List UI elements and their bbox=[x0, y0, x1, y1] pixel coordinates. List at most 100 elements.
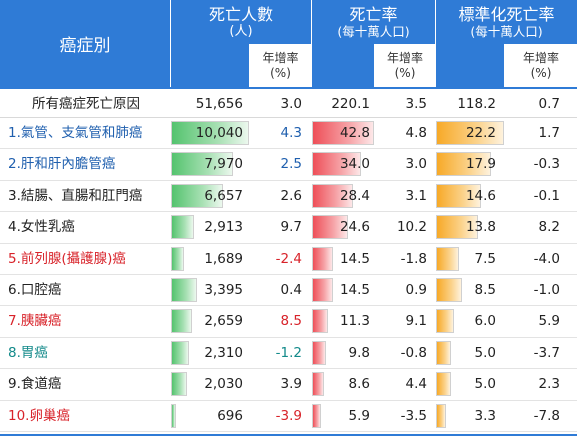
row-label: 2.肝和肝內膽管癌 bbox=[8, 156, 116, 173]
row-divider bbox=[0, 431, 577, 432]
row-divider bbox=[0, 336, 577, 338]
header-deaths-growth-unit: (%) bbox=[270, 65, 291, 80]
row-rate: 34.0 bbox=[339, 156, 370, 173]
row-std: 17.9 bbox=[465, 156, 496, 173]
row-deaths: 3,395 bbox=[204, 282, 243, 298]
header-std-growth-unit: (%) bbox=[530, 65, 552, 80]
row-label: 7.胰臟癌 bbox=[8, 313, 62, 330]
row-rate: 11.3 bbox=[339, 313, 370, 330]
row-rate-growth: -3.5 bbox=[400, 407, 427, 424]
rate-bar bbox=[312, 183, 354, 208]
deaths-bar bbox=[171, 246, 185, 271]
row-rate: 14.5 bbox=[339, 282, 370, 298]
header-deaths-label: 死亡人數 bbox=[208, 4, 273, 24]
row-std: 6.0 bbox=[474, 313, 496, 330]
header-rate: 死亡率 (每十萬人口) bbox=[312, 0, 435, 44]
header-rate-growth-label: 年增率 bbox=[386, 50, 423, 65]
header-category-label: 癌症別 bbox=[59, 36, 111, 56]
row-deaths: 2,310 bbox=[204, 344, 243, 361]
row-rate: 9.8 bbox=[348, 344, 370, 361]
row-deaths-growth: 3.9 bbox=[280, 376, 302, 393]
row-divider bbox=[0, 211, 577, 213]
total-row: 所有癌症死亡原因 51,656 3.0 220.1 3.5 118.2 0.7 bbox=[0, 89, 577, 119]
row-std-growth: -1.0 bbox=[533, 282, 560, 298]
std-rate-bar bbox=[436, 183, 481, 208]
rate-bar bbox=[312, 340, 327, 365]
std-rate-bar bbox=[436, 246, 459, 271]
row-std: 5.0 bbox=[474, 344, 496, 361]
header-category: 癌症別 bbox=[0, 0, 170, 87]
header-deaths-unit: (人) bbox=[229, 23, 253, 39]
rate-bar bbox=[312, 403, 321, 428]
row-std-growth: 5.9 bbox=[538, 313, 560, 330]
std-rate-bar bbox=[436, 340, 452, 365]
rate-bar bbox=[312, 278, 333, 302]
row-deaths: 10,040 bbox=[195, 125, 243, 141]
header-deaths-growth: 年增率 (%) bbox=[250, 44, 311, 87]
total-std: 118.2 bbox=[457, 96, 496, 112]
table-row: 2.肝和肝內膽管癌 7,970 2.5 34.0 3.0 17.9 -0.3 bbox=[0, 149, 577, 179]
table-row: 6.口腔癌 3,395 0.4 14.5 0.9 8.5 -1.0 bbox=[0, 275, 577, 305]
row-rate-growth: 3.0 bbox=[405, 156, 427, 173]
rate-bar bbox=[312, 372, 325, 397]
deaths-bar bbox=[171, 152, 233, 177]
rate-bar bbox=[312, 215, 348, 240]
row-divider bbox=[0, 274, 577, 275]
table-row: 9.食道癌 2,030 3.9 8.6 4.4 5.0 2.3 bbox=[0, 369, 577, 399]
row-rate-growth: 0.9 bbox=[405, 282, 427, 298]
total-std-growth: 0.7 bbox=[538, 96, 560, 112]
row-std-growth: -7.8 bbox=[533, 407, 560, 424]
deaths-bar bbox=[171, 121, 249, 145]
row-deaths: 7,970 bbox=[204, 156, 243, 173]
row-rate: 24.6 bbox=[339, 219, 370, 236]
header-rate-growth-unit: (%) bbox=[394, 65, 416, 80]
table-row: 7.胰臟癌 2,659 8.5 11.3 9.1 6.0 5.9 bbox=[0, 306, 577, 336]
header-std-growth: 年增率 (%) bbox=[505, 44, 577, 87]
rate-bar bbox=[312, 121, 374, 145]
table-row: 10.卵巢癌 696 -3.9 5.9 -3.5 3.3 -7.8 bbox=[0, 401, 577, 431]
row-rate-growth: 4.4 bbox=[405, 376, 427, 393]
deaths-bar bbox=[171, 372, 187, 397]
row-std: 14.6 bbox=[465, 187, 496, 204]
row-std: 22.2 bbox=[465, 125, 496, 141]
table-row: 8.胃癌 2,310 -1.2 9.8 -0.8 5.0 -3.7 bbox=[0, 338, 577, 368]
table-row: 5.前列腺(攝護腺)癌 1,689 -2.4 14.5 -1.8 7.5 -4.0 bbox=[0, 244, 577, 274]
row-label: 8.胃癌 bbox=[8, 344, 48, 361]
row-deaths-growth: 0.4 bbox=[280, 282, 302, 298]
row-std: 8.5 bbox=[474, 282, 496, 298]
row-divider bbox=[0, 368, 577, 370]
std-rate-bar bbox=[436, 152, 491, 177]
row-std-growth: 2.3 bbox=[538, 376, 560, 393]
row-deaths: 1,689 bbox=[204, 250, 243, 267]
header-rate-growth: 年增率 (%) bbox=[375, 44, 435, 87]
row-std: 13.8 bbox=[465, 219, 496, 236]
row-std-growth: -4.0 bbox=[533, 250, 560, 267]
row-label: 6.口腔癌 bbox=[8, 282, 62, 298]
row-std-growth: 8.2 bbox=[538, 219, 560, 236]
row-label: 4.女性乳癌 bbox=[8, 219, 75, 236]
row-deaths-growth: 9.7 bbox=[280, 219, 302, 236]
row-rate-growth: 10.2 bbox=[396, 219, 427, 236]
row-deaths-growth: -3.9 bbox=[275, 407, 302, 424]
row-rate-growth: 3.1 bbox=[405, 187, 427, 204]
total-label: 所有癌症死亡原因 bbox=[32, 96, 140, 112]
total-divider bbox=[0, 117, 577, 118]
header-rate-blue-left bbox=[312, 44, 374, 87]
row-divider bbox=[0, 399, 577, 401]
row-label: 3.結腸、直腸和肛門癌 bbox=[8, 187, 143, 204]
row-label: 9.食道癌 bbox=[8, 376, 62, 393]
row-deaths-growth: 2.6 bbox=[280, 187, 302, 204]
deaths-bar bbox=[171, 278, 198, 302]
header-rate-label: 死亡率 bbox=[349, 4, 398, 24]
total-rate-growth: 3.5 bbox=[405, 96, 427, 112]
row-std: 3.3 bbox=[474, 407, 496, 424]
row-rate-growth: -1.8 bbox=[400, 250, 427, 267]
total-deaths-growth: 3.0 bbox=[280, 96, 302, 112]
row-deaths-growth: 2.5 bbox=[280, 156, 302, 173]
row-divider bbox=[0, 305, 577, 307]
std-rate-bar bbox=[436, 372, 452, 397]
table-row: 4.女性乳癌 2,913 9.7 24.6 10.2 13.8 8.2 bbox=[0, 212, 577, 242]
table-bottom-rule bbox=[0, 434, 577, 436]
header-deaths: 死亡人數 (人) bbox=[171, 0, 311, 44]
std-rate-bar bbox=[436, 121, 504, 145]
